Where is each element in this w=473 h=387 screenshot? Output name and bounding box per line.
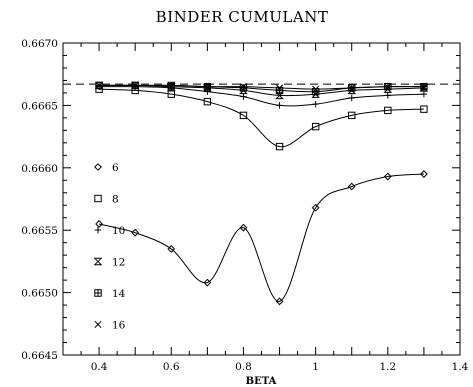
point-16	[95, 81, 103, 89]
point-10	[384, 92, 392, 99]
point-8	[420, 105, 428, 113]
series-curves	[98, 84, 424, 302]
point-16	[384, 83, 392, 91]
x-tick-label: 0.8	[235, 361, 252, 373]
y-tick-label: 0.6655	[21, 225, 58, 237]
point-12	[275, 91, 284, 100]
chart-title: BINDER CUMULANT	[156, 8, 329, 26]
point-6	[347, 182, 356, 191]
y-tick-label: 0.6650	[21, 288, 58, 300]
x-axis-label: BETA	[246, 376, 277, 387]
point-6	[131, 228, 140, 237]
x-tick-label: 1.4	[452, 361, 469, 373]
point-6	[311, 203, 320, 212]
series-line-10	[99, 86, 424, 107]
point-8	[311, 122, 320, 131]
series-markers	[94, 81, 429, 306]
series-line-12	[99, 84, 424, 97]
point-10	[348, 94, 355, 102]
point-10	[240, 93, 247, 100]
point-12	[419, 84, 429, 92]
legend-label-8: 8	[112, 194, 119, 206]
point-10	[276, 102, 283, 109]
point-14	[239, 84, 248, 92]
x-tick-label: 1	[312, 361, 319, 373]
point-8	[348, 111, 356, 120]
legend-label-12: 12	[112, 257, 125, 269]
point-10	[312, 100, 319, 108]
point-6	[239, 223, 248, 232]
point-16	[203, 83, 211, 91]
legend-marker-12	[93, 257, 103, 266]
point-6	[275, 297, 284, 306]
point-8	[203, 97, 212, 106]
point-10	[420, 90, 428, 98]
point-6	[167, 245, 176, 253]
point-16	[275, 84, 284, 92]
point-16	[312, 85, 320, 93]
legend-marker-10	[94, 226, 102, 234]
legend-label-16: 16	[112, 320, 126, 332]
x-tick-label: 0.4	[91, 361, 108, 373]
point-16	[131, 81, 139, 89]
point-8	[239, 111, 248, 120]
point-6	[383, 172, 392, 181]
point-12	[202, 84, 212, 92]
series-line-6	[98, 173, 424, 302]
y-tick-label: 0.6665	[21, 100, 58, 112]
point-16	[167, 81, 175, 89]
x-tick-label: 1.2	[379, 361, 396, 373]
point-8	[384, 106, 392, 115]
point-6	[95, 220, 103, 228]
legend-marker-8	[94, 194, 102, 203]
legend-marker-16	[94, 320, 102, 329]
point-8	[275, 142, 284, 151]
axis-ticks	[62, 42, 461, 356]
point-12	[166, 82, 176, 91]
y-tick-label: 0.6645	[21, 350, 58, 362]
series-line-14	[99, 84, 424, 93]
y-tick-label: 0.6660	[21, 163, 58, 175]
series-line-8	[99, 88, 424, 148]
point-16	[239, 83, 248, 91]
legend: 6 8 10 12 14 16	[93, 162, 126, 332]
x-tick-label: 0.6	[163, 361, 180, 373]
point-6	[420, 170, 428, 178]
legend-label-14: 14	[112, 288, 126, 300]
axis-tick-labels: 0.4 0.6 0.8 1 1.2 1.4 0.6645 0.6650 0.6655 0.6660…	[21, 38, 468, 373]
point-16	[420, 83, 428, 91]
point-6	[203, 278, 212, 287]
series-line-16	[99, 84, 424, 90]
legend-label-10: 10	[112, 225, 125, 237]
legend-marker-14	[94, 289, 102, 297]
point-16	[348, 84, 356, 92]
legend-label-6: 6	[112, 162, 119, 174]
y-tick-label: 0.6670	[21, 38, 58, 50]
legend-marker-6	[94, 163, 102, 171]
